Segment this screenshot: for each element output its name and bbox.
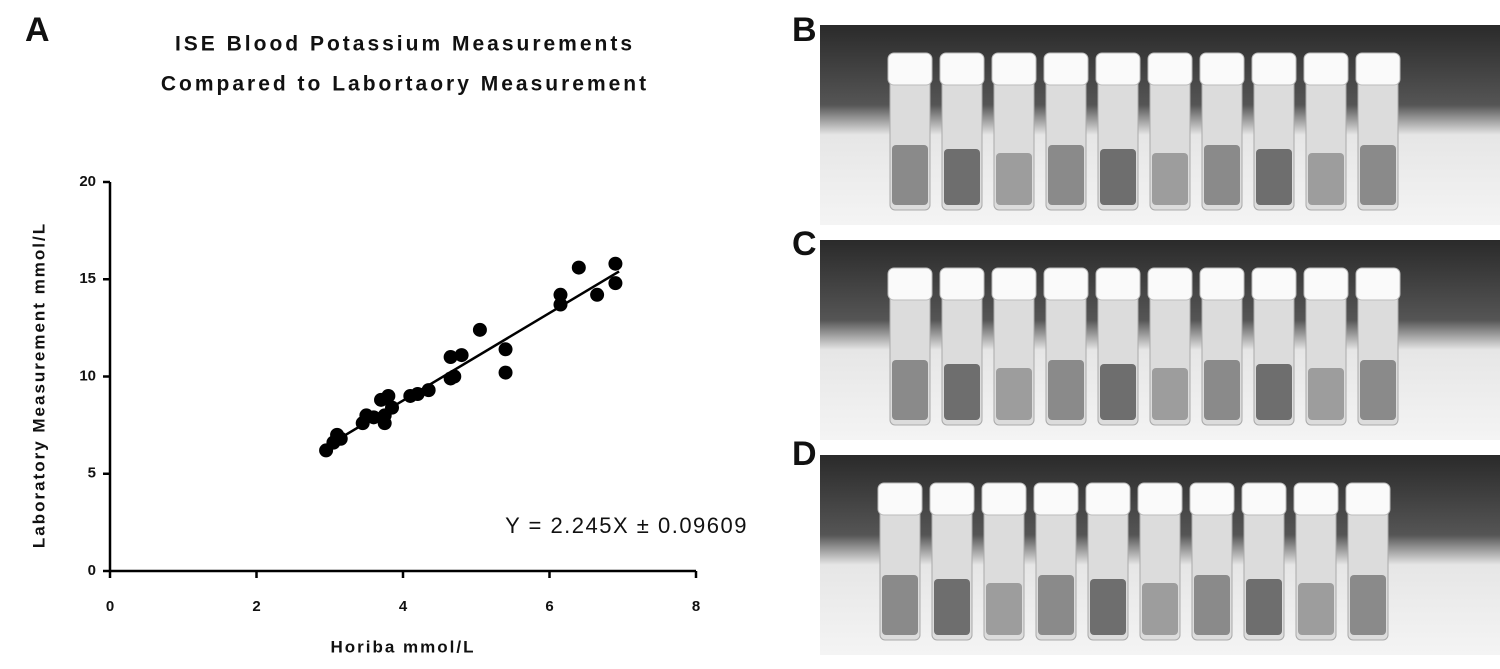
- vial-liquid: [1256, 364, 1292, 420]
- vial-liquid: [892, 145, 928, 205]
- vial-cap: [1043, 52, 1089, 86]
- vial-cap: [1199, 267, 1245, 301]
- vial-cap: [1085, 482, 1131, 516]
- vial-cap: [1241, 482, 1287, 516]
- point: [410, 387, 425, 402]
- x-tick-label: 2: [252, 598, 260, 615]
- point: [498, 342, 513, 357]
- panel-label: A: [25, 11, 50, 49]
- vial-liquid: [1100, 364, 1136, 420]
- vial-liquid: [996, 368, 1032, 420]
- point: [443, 350, 458, 365]
- y-axis-label: Laboratory Measurement mmol/L: [29, 222, 48, 548]
- point: [608, 256, 623, 271]
- y-tick-label: 15: [79, 270, 96, 287]
- panel-label: C: [792, 225, 817, 263]
- vial-cap: [877, 482, 923, 516]
- vial-cap: [1147, 52, 1193, 86]
- annotation: Y = 2.245X ± 0.09609: [505, 513, 748, 538]
- point: [498, 365, 513, 380]
- vial-liquid: [996, 153, 1032, 205]
- point: [553, 287, 568, 302]
- point: [333, 431, 348, 446]
- vial-liquid: [1194, 575, 1230, 635]
- vial-cap: [1189, 482, 1235, 516]
- vial-cap: [887, 267, 933, 301]
- vial-cap: [1095, 267, 1141, 301]
- vial-liquid: [1152, 153, 1188, 205]
- y-tick-label: 20: [79, 173, 96, 190]
- vial-liquid: [1298, 583, 1334, 635]
- vial-cap: [981, 482, 1027, 516]
- panel-label: B: [792, 11, 817, 49]
- vial-liquid: [1152, 368, 1188, 420]
- vial-cap: [1251, 52, 1297, 86]
- vial-liquid: [1048, 360, 1084, 420]
- vial-cap: [939, 267, 985, 301]
- vial-cap: [1251, 267, 1297, 301]
- chart-title: ISE Blood Potassium Measurements: [175, 33, 635, 56]
- vial-cap: [1293, 482, 1339, 516]
- point: [553, 297, 568, 312]
- vial-cap: [1355, 52, 1401, 86]
- vial-cap: [929, 482, 975, 516]
- x-tick-label: 6: [545, 598, 553, 615]
- vial-cap: [1095, 52, 1141, 86]
- point: [590, 287, 605, 302]
- point: [608, 276, 623, 291]
- point: [571, 260, 586, 275]
- vial-liquid: [1256, 149, 1292, 205]
- x-tick-label: 4: [399, 598, 408, 615]
- x-axis-label: Horiba mmol/L: [330, 637, 475, 656]
- vial-cap: [1043, 267, 1089, 301]
- vial-liquid: [1360, 360, 1396, 420]
- vial-liquid: [1204, 360, 1240, 420]
- point: [447, 369, 462, 384]
- vial-cap: [1303, 52, 1349, 86]
- vial-liquid: [1038, 575, 1074, 635]
- vial-liquid: [944, 149, 980, 205]
- vial-cap: [1033, 482, 1079, 516]
- y-tick-label: 5: [88, 465, 96, 482]
- x-tick-label: 8: [692, 598, 700, 615]
- y-tick-label: 10: [79, 367, 96, 384]
- vial-liquid: [1090, 579, 1126, 635]
- vial-liquid: [1308, 368, 1344, 420]
- vial-cap: [1137, 482, 1183, 516]
- vial-liquid: [944, 364, 980, 420]
- x-tick-label: 0: [106, 598, 114, 615]
- vial-liquid: [1204, 145, 1240, 205]
- point: [421, 383, 436, 398]
- vial-liquid: [1048, 145, 1084, 205]
- vial-liquid: [1350, 575, 1386, 635]
- vial-cap: [991, 267, 1037, 301]
- vial-cap: [1147, 267, 1193, 301]
- vial-liquid: [882, 575, 918, 635]
- vial-liquid: [934, 579, 970, 635]
- vial-cap: [1199, 52, 1245, 86]
- y-tick-label: 0: [88, 562, 96, 579]
- point: [472, 322, 487, 337]
- vial-liquid: [1360, 145, 1396, 205]
- vial-cap: [887, 52, 933, 86]
- vial-cap: [1345, 482, 1391, 516]
- point: [381, 388, 396, 403]
- point: [454, 348, 469, 363]
- vial-liquid: [1100, 149, 1136, 205]
- vial-cap: [1303, 267, 1349, 301]
- vial-liquid: [892, 360, 928, 420]
- vial-cap: [939, 52, 985, 86]
- vial-cap: [991, 52, 1037, 86]
- vial-liquid: [1142, 583, 1178, 635]
- vial-liquid: [1308, 153, 1344, 205]
- chart-title: Compared to Labortaory Measurement: [161, 73, 649, 96]
- point: [366, 410, 381, 425]
- vial-liquid: [1246, 579, 1282, 635]
- point: [385, 400, 400, 415]
- panel-label: D: [792, 435, 817, 473]
- vial-liquid: [986, 583, 1022, 635]
- vial-cap: [1355, 267, 1401, 301]
